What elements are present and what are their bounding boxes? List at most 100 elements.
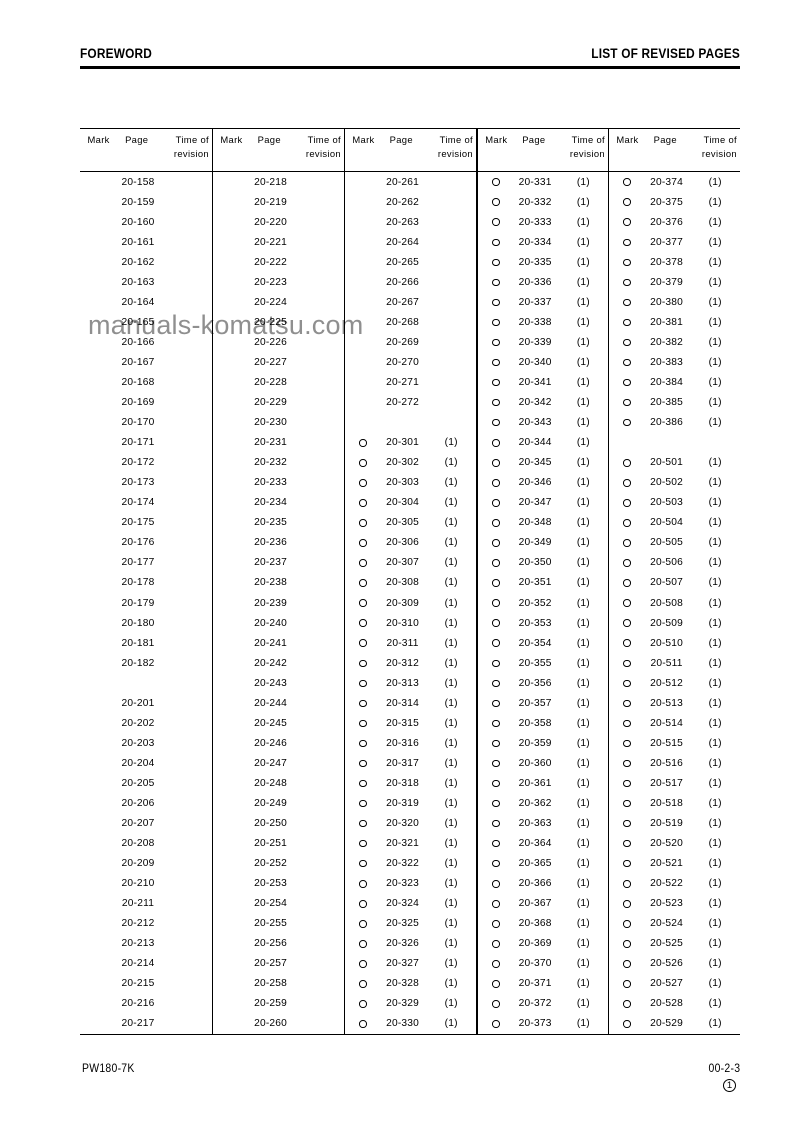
revision-mark-circle-icon bbox=[478, 238, 512, 247]
table-row: 20-332 (1) bbox=[478, 192, 608, 212]
page-number-cell: 20-352 bbox=[518, 597, 552, 609]
time-of-revision-cell: (1) bbox=[576, 637, 590, 649]
revision-mark-circle-icon bbox=[345, 999, 379, 1008]
time-of-revision-cell: (1) bbox=[444, 797, 458, 809]
table-row: 20-385 (1) bbox=[609, 393, 740, 413]
time-of-revision-cell: (1) bbox=[708, 417, 722, 429]
table-row: 20-164 bbox=[80, 292, 212, 312]
table-row: 20-510 (1) bbox=[609, 633, 740, 653]
table-row: 20-172 bbox=[80, 453, 212, 473]
page-number-cell: 20-252 bbox=[254, 858, 288, 870]
revision-mark-circle-icon bbox=[478, 999, 512, 1008]
time-of-revision-cell: (1) bbox=[576, 858, 590, 870]
table-row: 20-258 bbox=[213, 974, 344, 994]
page-number-cell: 20-367 bbox=[518, 898, 552, 910]
table-row: 20-365 (1) bbox=[478, 854, 608, 874]
revision-mark-circle-icon bbox=[478, 699, 512, 708]
page-number-cell: 20-518 bbox=[650, 797, 684, 809]
page-number-cell: 20-353 bbox=[518, 617, 552, 629]
time-of-revision-cell: (1) bbox=[708, 597, 722, 609]
table-row: 20-519 (1) bbox=[609, 814, 740, 834]
revision-mark-circle-icon bbox=[478, 779, 512, 788]
time-of-revision-cell: (1) bbox=[444, 717, 458, 729]
table-row: 20-522 (1) bbox=[609, 874, 740, 894]
revision-mark-circle-icon bbox=[478, 438, 512, 447]
page-number-cell: 20-344 bbox=[518, 437, 552, 449]
table-row: 20-301 (1) bbox=[345, 433, 476, 453]
revision-mark-circle-icon bbox=[609, 238, 643, 247]
table-row: 20-526 (1) bbox=[609, 954, 740, 974]
page-number-cell: 20-377 bbox=[650, 236, 684, 248]
table-row: 20-233 bbox=[213, 473, 344, 493]
revision-mark-circle-icon bbox=[609, 979, 643, 988]
time-of-revision-cell: (1) bbox=[576, 577, 590, 589]
table-row: 20-331 (1) bbox=[478, 172, 608, 192]
page-number-cell: 20-331 bbox=[518, 176, 552, 188]
page-number-cell: 20-385 bbox=[650, 397, 684, 409]
footer-revision-mark: 1 bbox=[723, 1079, 736, 1092]
page-number-cell: 20-354 bbox=[518, 637, 552, 649]
page-number-cell: 20-226 bbox=[254, 336, 288, 348]
page-number-cell: 20-241 bbox=[254, 637, 288, 649]
time-of-revision-cell: (1) bbox=[708, 918, 722, 930]
table-row: 20-259 bbox=[213, 994, 344, 1014]
table-row: 20-319 (1) bbox=[345, 793, 476, 813]
table-column-group-3: 20-261 20-262 20-263 20-264 20-265 20-266 20-2… bbox=[344, 172, 476, 1035]
page-number-cell: 20-271 bbox=[386, 376, 420, 388]
table-row: 20-306 (1) bbox=[345, 533, 476, 553]
page-number-cell: 20-250 bbox=[254, 818, 288, 830]
time-of-revision-cell: (1) bbox=[708, 216, 722, 228]
table-row: 20-362 (1) bbox=[478, 793, 608, 813]
table-row: 20-176 bbox=[80, 533, 212, 553]
column-header-mark: Mark bbox=[87, 134, 110, 145]
page-number-cell: 20-337 bbox=[518, 296, 552, 308]
time-of-revision-cell: (1) bbox=[576, 497, 590, 509]
page-number-cell: 20-221 bbox=[254, 236, 288, 248]
table-row: 20-272 bbox=[345, 393, 476, 413]
revision-mark-circle-icon bbox=[345, 619, 379, 628]
page-number-cell: 20-177 bbox=[121, 557, 155, 569]
revision-mark-circle-icon bbox=[345, 498, 379, 507]
page-number-cell: 20-201 bbox=[121, 697, 155, 709]
table-row: 20-204 bbox=[80, 753, 212, 773]
table-row: 20-162 bbox=[80, 252, 212, 272]
time-of-revision-cell: (1) bbox=[708, 316, 722, 328]
header-document-title: LIST OF REVISED PAGES bbox=[591, 46, 740, 61]
table-row: 20-371 (1) bbox=[478, 974, 608, 994]
page-number-cell: 20-379 bbox=[650, 276, 684, 288]
page-number-cell: 20-341 bbox=[518, 376, 552, 388]
revision-mark-circle-icon bbox=[609, 358, 643, 367]
revision-mark-circle-icon bbox=[345, 699, 379, 708]
table-row: 20-170 bbox=[80, 413, 212, 433]
table-row: 20-206 bbox=[80, 793, 212, 813]
table-column-group-2: 20-218 20-219 20-220 20-221 20-222 20-223 20-2… bbox=[212, 172, 344, 1035]
time-of-revision-cell: (1) bbox=[708, 697, 722, 709]
column-header-page: Page bbox=[389, 134, 413, 145]
column-header-page: Page bbox=[257, 134, 281, 145]
table-row: 20-229 bbox=[213, 393, 344, 413]
time-of-revision-cell: (1) bbox=[576, 597, 590, 609]
time-of-revision-cell: (1) bbox=[576, 878, 590, 890]
page-number-cell: 20-376 bbox=[650, 216, 684, 228]
revision-mark-circle-icon bbox=[345, 819, 379, 828]
page-number-cell: 20-246 bbox=[254, 737, 288, 749]
page-number-cell: 20-223 bbox=[254, 276, 288, 288]
time-of-revision-cell: (1) bbox=[708, 998, 722, 1010]
page-number-cell: 20-263 bbox=[386, 216, 420, 228]
column-header-page: Page bbox=[653, 134, 677, 145]
table-row: 20-242 bbox=[213, 653, 344, 673]
page-number-cell: 20-371 bbox=[518, 978, 552, 990]
page-number-cell: 20-262 bbox=[386, 196, 420, 208]
revision-mark-circle-icon bbox=[345, 538, 379, 547]
page-number-cell: 20-235 bbox=[254, 517, 288, 529]
page-number-cell: 20-516 bbox=[650, 757, 684, 769]
table-row: 20-346 (1) bbox=[478, 473, 608, 493]
table-row: 20-227 bbox=[213, 352, 344, 372]
table-row: 20-209 bbox=[80, 854, 212, 874]
table-row: 20-361 (1) bbox=[478, 773, 608, 793]
revision-mark-circle-icon bbox=[345, 799, 379, 808]
time-of-revision-cell: (1) bbox=[708, 497, 722, 509]
revision-mark-circle-icon bbox=[478, 959, 512, 968]
page-number-cell: 20-255 bbox=[254, 918, 288, 930]
revision-mark-circle-icon bbox=[478, 759, 512, 768]
